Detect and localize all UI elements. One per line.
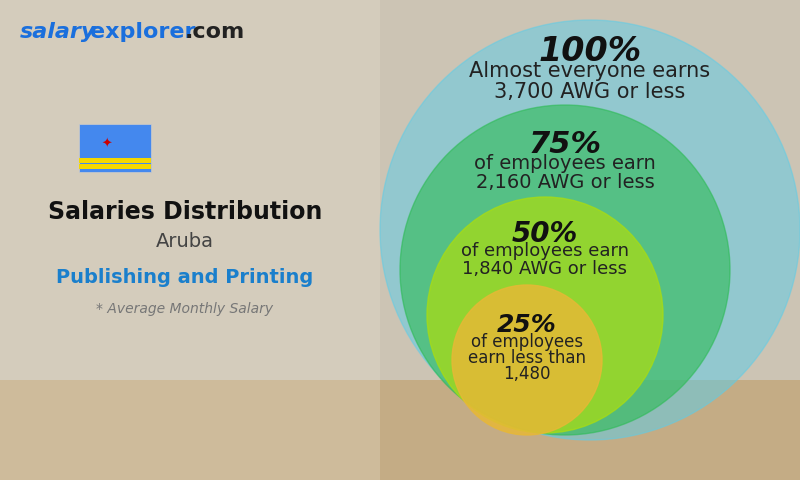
Text: ✦: ✦ xyxy=(102,137,112,151)
Bar xyxy=(0,24,800,25)
Bar xyxy=(79,124,151,172)
Bar xyxy=(0,14,800,15)
Bar xyxy=(0,18,800,19)
Text: 100%: 100% xyxy=(538,35,642,68)
Bar xyxy=(0,0,380,480)
Text: explorer: explorer xyxy=(90,22,195,42)
Bar xyxy=(0,6,800,7)
Bar xyxy=(0,17,800,18)
Bar xyxy=(0,16,800,17)
Bar xyxy=(0,0,800,1)
Text: Aruba: Aruba xyxy=(156,232,214,251)
Text: 25%: 25% xyxy=(497,313,557,337)
Text: .com: .com xyxy=(185,22,246,42)
Bar xyxy=(79,164,151,169)
Bar xyxy=(0,12,800,13)
Bar xyxy=(0,26,800,27)
Text: 1,840 AWG or less: 1,840 AWG or less xyxy=(462,260,627,277)
Circle shape xyxy=(452,285,602,435)
Bar xyxy=(0,19,800,20)
Text: earn less than: earn less than xyxy=(468,349,586,367)
Bar xyxy=(0,22,800,23)
Bar xyxy=(0,27,800,28)
Text: of employees earn: of employees earn xyxy=(474,154,656,173)
Bar xyxy=(0,29,800,30)
Bar xyxy=(0,13,800,14)
Bar xyxy=(0,15,800,16)
Text: Salaries Distribution: Salaries Distribution xyxy=(48,200,322,224)
Bar xyxy=(0,4,800,5)
Text: Publishing and Printing: Publishing and Printing xyxy=(56,268,314,287)
Text: salary: salary xyxy=(20,22,96,42)
Bar xyxy=(0,2,800,3)
Text: of employees: of employees xyxy=(471,333,583,351)
Text: 3,700 AWG or less: 3,700 AWG or less xyxy=(494,82,686,102)
Bar xyxy=(0,28,800,29)
Text: 2,160 AWG or less: 2,160 AWG or less xyxy=(476,173,654,192)
Bar xyxy=(79,158,151,163)
Bar xyxy=(0,5,800,6)
Text: 50%: 50% xyxy=(512,220,578,248)
Bar xyxy=(0,7,800,8)
Bar xyxy=(0,11,800,12)
Circle shape xyxy=(400,105,730,435)
Bar xyxy=(0,10,800,11)
Text: of employees earn: of employees earn xyxy=(461,242,629,260)
Text: * Average Monthly Salary: * Average Monthly Salary xyxy=(97,302,274,316)
Text: 75%: 75% xyxy=(529,130,602,159)
Bar xyxy=(0,9,800,10)
Circle shape xyxy=(427,197,663,433)
Bar xyxy=(0,380,800,480)
Text: Almost everyone earns: Almost everyone earns xyxy=(470,61,710,82)
Bar xyxy=(0,8,800,9)
Bar xyxy=(0,3,800,4)
Bar xyxy=(0,25,800,26)
Bar xyxy=(0,21,800,22)
Bar xyxy=(0,20,800,21)
Bar xyxy=(0,1,800,2)
Text: 1,480: 1,480 xyxy=(503,365,550,383)
Bar xyxy=(0,23,800,24)
Circle shape xyxy=(380,20,800,440)
